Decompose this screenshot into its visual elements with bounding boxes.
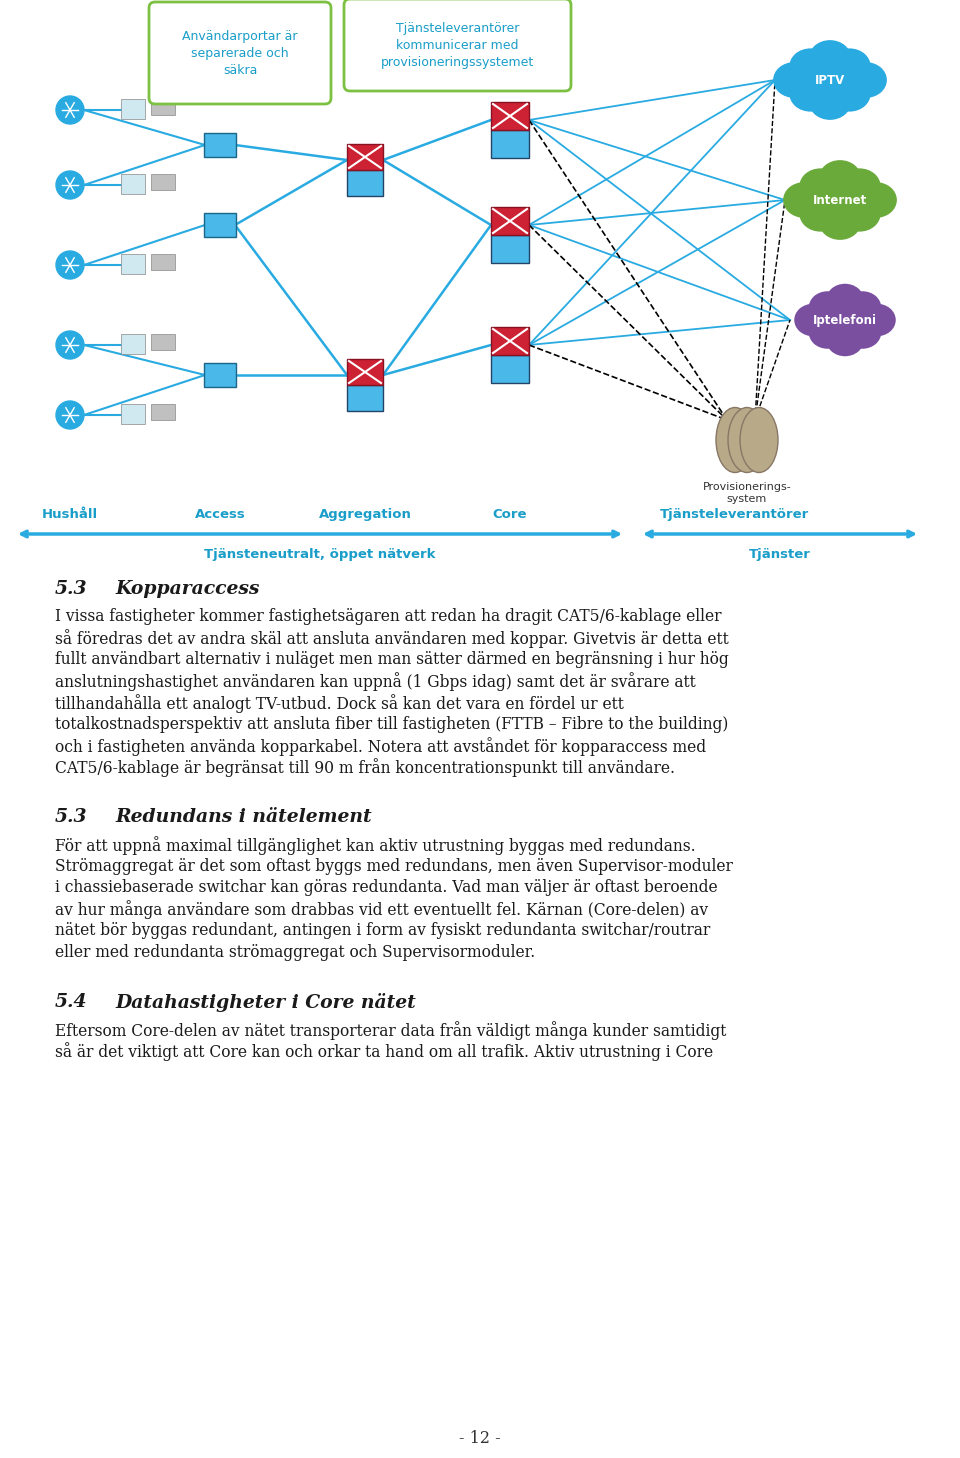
Text: tillhandahålla ett analogt TV-utbud. Dock så kan det vara en fördel ur ett: tillhandahålla ett analogt TV-utbud. Doc… xyxy=(55,694,624,713)
Text: och i fastigheten använda kopparkabel. Notera att avståndet för kopparaccess med: och i fastigheten använda kopparkabel. N… xyxy=(55,736,707,755)
FancyBboxPatch shape xyxy=(491,102,529,130)
Ellipse shape xyxy=(827,284,864,316)
Text: 5.3: 5.3 xyxy=(55,580,87,598)
Ellipse shape xyxy=(827,303,864,337)
Text: CAT5/6-kablage är begränsat till 90 m från koncentrationspunkt till användare.: CAT5/6-kablage är begränsat till 90 m fr… xyxy=(55,758,675,777)
Ellipse shape xyxy=(808,316,847,348)
FancyBboxPatch shape xyxy=(204,363,236,386)
Text: fullt användbart alternativ i nuläget men man sätter därmed en begränsning i hur: fullt användbart alternativ i nuläget me… xyxy=(55,652,729,668)
FancyBboxPatch shape xyxy=(204,213,236,238)
Text: av hur många användare som drabbas vid ett eventuellt fel. Kärnan (Core-delen) a: av hur många användare som drabbas vid e… xyxy=(55,901,708,920)
Ellipse shape xyxy=(716,407,754,472)
Ellipse shape xyxy=(844,316,881,348)
Ellipse shape xyxy=(858,303,896,337)
FancyBboxPatch shape xyxy=(149,1,331,104)
Circle shape xyxy=(56,401,84,429)
FancyBboxPatch shape xyxy=(121,174,145,194)
FancyBboxPatch shape xyxy=(121,254,145,274)
FancyBboxPatch shape xyxy=(347,385,383,411)
Text: så föredras det av andra skäl att ansluta användaren med koppar. Givetvis är det: så föredras det av andra skäl att anslut… xyxy=(55,630,729,649)
Text: eller med redundanta strömaggregat och Supervisormoduler.: eller med redundanta strömaggregat och S… xyxy=(55,943,536,961)
Ellipse shape xyxy=(845,63,887,98)
Ellipse shape xyxy=(828,76,871,112)
Text: totalkostnadsperspektiv att ansluta fiber till fastigheten (FTTB – Fibre to the : totalkostnadsperspektiv att ansluta fibe… xyxy=(55,716,729,732)
Circle shape xyxy=(56,251,84,278)
FancyBboxPatch shape xyxy=(151,174,175,190)
Ellipse shape xyxy=(819,160,861,195)
Ellipse shape xyxy=(827,324,864,356)
Ellipse shape xyxy=(844,292,881,324)
Text: i chassiebaserade switchar kan göras redundanta. Vad man väljer är oftast beroen: i chassiebaserade switchar kan göras red… xyxy=(55,879,718,897)
Ellipse shape xyxy=(838,168,880,204)
Text: Eftersom Core-delen av nätet transporterar data från väldigt många kunder samtid: Eftersom Core-delen av nätet transporter… xyxy=(55,1021,727,1040)
Ellipse shape xyxy=(794,303,832,337)
Ellipse shape xyxy=(808,292,847,324)
FancyBboxPatch shape xyxy=(204,133,236,157)
Text: Iptelefoni: Iptelefoni xyxy=(813,313,877,327)
Ellipse shape xyxy=(728,407,766,472)
Ellipse shape xyxy=(819,182,861,217)
Text: Tjänsteneutralt, öppet nätverk: Tjänsteneutralt, öppet nätverk xyxy=(204,548,436,561)
Ellipse shape xyxy=(809,85,852,120)
FancyBboxPatch shape xyxy=(121,404,145,424)
Ellipse shape xyxy=(854,182,897,217)
Text: IPTV: IPTV xyxy=(815,73,845,86)
Text: Internet: Internet xyxy=(813,194,867,207)
FancyBboxPatch shape xyxy=(347,144,383,171)
FancyBboxPatch shape xyxy=(151,254,175,270)
Ellipse shape xyxy=(800,168,842,204)
FancyBboxPatch shape xyxy=(151,334,175,350)
Text: - 12 -: - 12 - xyxy=(459,1430,501,1446)
Text: Datahastigheter i Core nätet: Datahastigheter i Core nätet xyxy=(115,993,416,1012)
Text: Strömaggregat är det som oftast byggs med redundans, men även Supervisor-moduler: Strömaggregat är det som oftast byggs me… xyxy=(55,857,732,875)
Ellipse shape xyxy=(789,48,831,85)
Ellipse shape xyxy=(800,195,842,232)
FancyBboxPatch shape xyxy=(121,334,145,354)
Ellipse shape xyxy=(789,76,831,112)
Text: Kopparaccess: Kopparaccess xyxy=(115,580,259,598)
Text: Redundans i nätelement: Redundans i nätelement xyxy=(115,808,372,827)
Text: 5.3: 5.3 xyxy=(55,808,87,827)
FancyBboxPatch shape xyxy=(491,327,529,354)
FancyBboxPatch shape xyxy=(491,354,529,383)
Text: Access: Access xyxy=(195,507,246,521)
Text: Tjänster: Tjänster xyxy=(749,548,811,561)
Text: 5.4: 5.4 xyxy=(55,993,87,1010)
Ellipse shape xyxy=(838,195,880,232)
Text: Tjänsteleverantörer
kommunicerar med
provisioneringssystemet: Tjänsteleverantörer kommunicerar med pro… xyxy=(381,22,534,69)
FancyBboxPatch shape xyxy=(151,99,175,115)
FancyBboxPatch shape xyxy=(491,130,529,157)
Text: Core: Core xyxy=(492,507,527,521)
FancyBboxPatch shape xyxy=(491,207,529,235)
FancyBboxPatch shape xyxy=(347,171,383,195)
Circle shape xyxy=(56,171,84,198)
Text: Tjänsteleverantörer: Tjänsteleverantörer xyxy=(660,507,809,521)
Ellipse shape xyxy=(828,48,871,85)
Ellipse shape xyxy=(740,407,778,472)
FancyBboxPatch shape xyxy=(347,359,383,385)
Text: Provisionerings-
system: Provisionerings- system xyxy=(703,483,791,503)
Ellipse shape xyxy=(773,63,815,98)
Text: I vissa fastigheter kommer fastighetsägaren att redan ha dragit CAT5/6-kablage e: I vissa fastigheter kommer fastighetsäga… xyxy=(55,608,722,625)
Text: så är det viktigt att Core kan och orkar ta hand om all trafik. Aktiv utrustning: så är det viktigt att Core kan och orkar… xyxy=(55,1042,713,1061)
Ellipse shape xyxy=(809,63,852,98)
Text: anslutningshastighet användaren kan uppnå (1 Gbps idag) samt det är svårare att: anslutningshastighet användaren kan uppn… xyxy=(55,672,696,691)
Text: Hushåll: Hushåll xyxy=(42,507,98,521)
FancyBboxPatch shape xyxy=(344,0,571,90)
FancyBboxPatch shape xyxy=(491,235,529,262)
Text: Användarportar är
separerade och
säkra: Användarportar är separerade och säkra xyxy=(182,29,298,76)
Ellipse shape xyxy=(809,41,852,76)
Ellipse shape xyxy=(783,182,826,217)
FancyBboxPatch shape xyxy=(151,404,175,420)
Circle shape xyxy=(56,331,84,359)
Circle shape xyxy=(56,96,84,124)
FancyBboxPatch shape xyxy=(121,99,145,120)
Text: Aggregation: Aggregation xyxy=(319,507,412,521)
Text: nätet bör byggas redundant, antingen i form av fysiskt redundanta switchar/routr: nätet bör byggas redundant, antingen i f… xyxy=(55,921,710,939)
Text: För att uppnå maximal tillgänglighet kan aktiv utrustning byggas med redundans.: För att uppnå maximal tillgänglighet kan… xyxy=(55,835,696,854)
Ellipse shape xyxy=(819,204,861,241)
